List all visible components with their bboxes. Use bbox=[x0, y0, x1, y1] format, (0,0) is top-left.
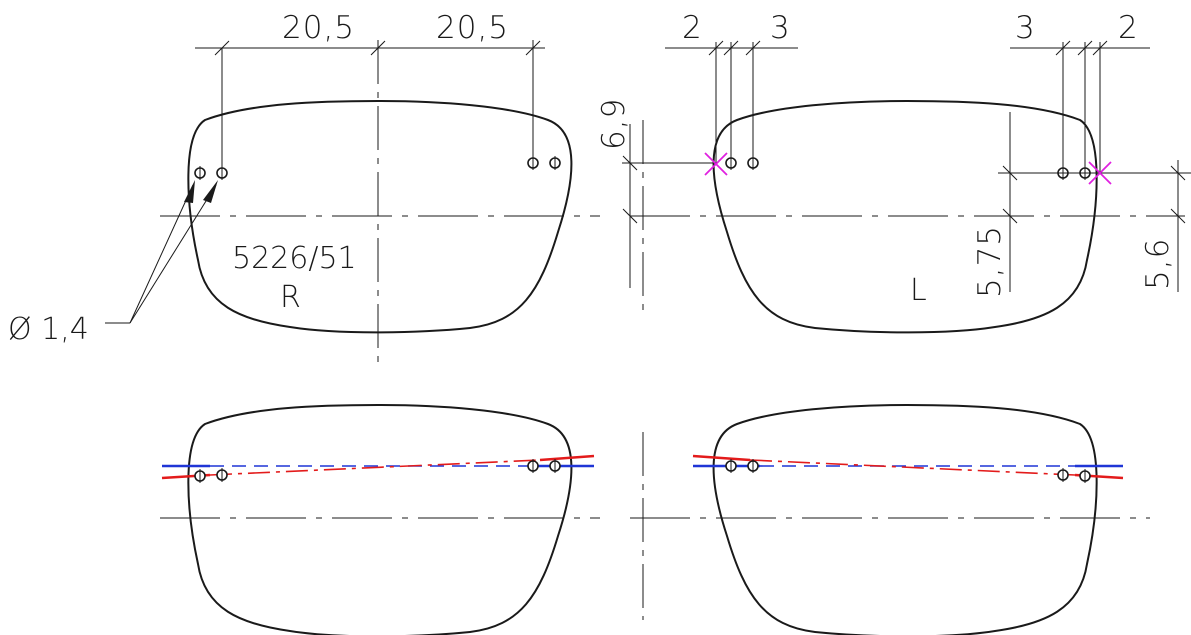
dim-label-3-a: 3 bbox=[770, 10, 791, 46]
dim-label-20-5-a: 20,5 bbox=[282, 10, 355, 46]
left-lens-outline-bottom bbox=[712, 403, 1098, 635]
dimension-5-6 bbox=[1100, 160, 1191, 292]
diameter-label: Ø 1,4 bbox=[8, 312, 89, 347]
hole bbox=[747, 156, 759, 170]
hole bbox=[194, 469, 206, 483]
dim-label-3-b: 3 bbox=[1015, 10, 1036, 46]
left-lens-holes bbox=[725, 156, 1091, 180]
model-number: 5226/51 bbox=[232, 241, 357, 276]
hole bbox=[549, 459, 561, 473]
hole bbox=[1057, 468, 1069, 482]
dim-label-5-6: 5,6 bbox=[1140, 238, 1176, 290]
dim-label-5-75: 5,75 bbox=[972, 225, 1008, 298]
right-lens-outline-bottom bbox=[187, 403, 573, 635]
hole bbox=[549, 156, 561, 170]
left-lens-outline bbox=[712, 99, 1098, 334]
right-lens-outline bbox=[187, 99, 573, 334]
dimension-20-5 bbox=[195, 40, 545, 167]
red-tilted-line bbox=[692, 454, 751, 462]
hole bbox=[527, 459, 539, 473]
hole bbox=[216, 166, 228, 180]
reference-point-cross bbox=[1088, 161, 1112, 185]
hole bbox=[725, 156, 737, 170]
right-lens-holes bbox=[194, 156, 561, 180]
left-lens-label: L bbox=[910, 273, 927, 308]
hole bbox=[747, 459, 759, 473]
right-lens-label: R bbox=[280, 280, 301, 315]
dim-label-20-5-b: 20,5 bbox=[436, 10, 509, 46]
hole bbox=[725, 459, 737, 473]
hole bbox=[527, 156, 539, 170]
dimension-2-3-left bbox=[665, 40, 798, 163]
dim-label-2-b: 2 bbox=[1118, 10, 1139, 46]
hole bbox=[194, 166, 206, 180]
red-tilted-line-dashed bbox=[209, 459, 541, 476]
dimension-5-75 bbox=[998, 112, 1100, 292]
bottom-holes bbox=[194, 459, 1091, 483]
hole bbox=[1079, 469, 1091, 483]
red-tilted-line-dashed bbox=[749, 459, 1076, 476]
hole bbox=[216, 468, 228, 482]
reference-point-cross bbox=[704, 152, 728, 176]
dim-label-6-9: 6,9 bbox=[596, 98, 632, 150]
red-tilted-line bbox=[539, 454, 595, 462]
dimension-6-9 bbox=[622, 124, 716, 288]
dim-label-2-a: 2 bbox=[682, 10, 703, 46]
dimension-3-2-right bbox=[1010, 40, 1150, 173]
diameter-leader bbox=[105, 180, 218, 324]
